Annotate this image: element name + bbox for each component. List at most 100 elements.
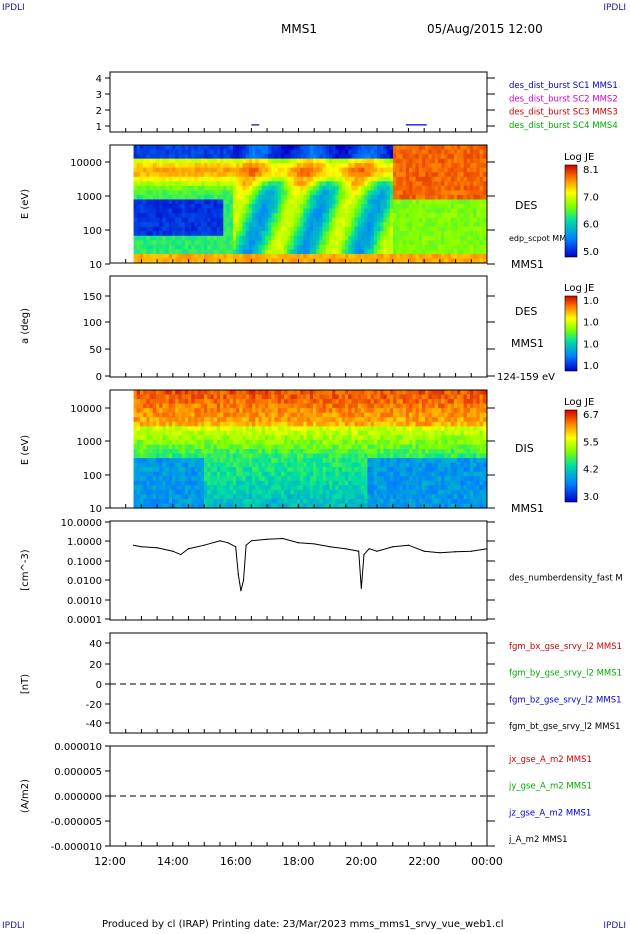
dis-energy-heat-cell bbox=[373, 408, 378, 414]
dis-energy-heat-cell bbox=[188, 480, 192, 486]
des-energy-heat-cell bbox=[373, 226, 378, 232]
des-energy-heat-cell bbox=[300, 163, 304, 169]
dis-energy-heat-cell bbox=[284, 421, 288, 427]
des-energy-heat-cell bbox=[220, 208, 224, 214]
des-energy-heat-cell bbox=[370, 204, 375, 210]
dis-energy-heat-cell bbox=[377, 503, 381, 509]
des-energy-heat-cell bbox=[377, 149, 381, 155]
dis-energy-heat-cell bbox=[274, 439, 279, 446]
dis-energy-heat-cell bbox=[345, 480, 349, 486]
dis-energy-heat-cell bbox=[341, 503, 346, 509]
des-energy-heat-cell bbox=[197, 167, 202, 173]
des-energy-heat-cell bbox=[303, 240, 308, 246]
des-energy-heat-cell bbox=[264, 204, 269, 210]
des-energy-heat-cell bbox=[447, 208, 452, 214]
des-energy-heat-cell bbox=[409, 154, 413, 160]
dis-energy-heat-cell bbox=[354, 430, 359, 436]
des-energy-heat-cell bbox=[277, 185, 282, 191]
des-energy-heat-cell bbox=[248, 185, 253, 191]
des-energy-heat-cell bbox=[476, 163, 481, 169]
des-energy-heat-cell bbox=[213, 249, 218, 255]
des-energy-heat-cell bbox=[351, 158, 356, 164]
des-energy-heat-cell bbox=[364, 181, 369, 187]
dis-energy-heat-cell bbox=[149, 439, 154, 446]
dis-energy-heat-cell bbox=[351, 476, 356, 482]
des-energy-heat-cell bbox=[402, 149, 407, 155]
des-energy-heat-cell bbox=[425, 190, 429, 196]
des-energy-heat-cell bbox=[309, 176, 314, 182]
des-energy-heat-cell bbox=[242, 258, 247, 264]
dis-energy-heat-cell bbox=[264, 444, 269, 450]
des-energy-heat-cell bbox=[428, 204, 433, 210]
dis-energy-heat-cell bbox=[168, 462, 173, 468]
des-energy-heat-cell bbox=[293, 253, 298, 260]
dis-energy-heat-cell bbox=[389, 430, 394, 436]
des-energy-heat-cell bbox=[136, 163, 141, 169]
dis-energy-heat-cell bbox=[139, 480, 144, 486]
dis-energy-heat-cell bbox=[216, 467, 221, 473]
dis-energy-heat-cell bbox=[162, 498, 167, 505]
des-energy-heat-cell bbox=[181, 244, 186, 250]
des-energy-heat-cell bbox=[341, 149, 346, 155]
des-energy-heat-cell bbox=[306, 208, 311, 214]
dis-energy-heat-cell bbox=[309, 412, 314, 418]
des-energy-heat-cell bbox=[274, 226, 279, 232]
dis-energy-heat-cell bbox=[226, 399, 231, 405]
des-energy-heat-cell bbox=[223, 181, 228, 187]
dis-energy-heat-cell bbox=[296, 494, 301, 500]
dis-energy-heat-cell bbox=[389, 399, 394, 405]
des-energy-heat-cell bbox=[457, 235, 461, 241]
dis-energy-heat-cell bbox=[293, 476, 298, 482]
dis-energy-heat-cell bbox=[220, 439, 224, 446]
dis-energy-heat-cell bbox=[271, 449, 276, 455]
dis-energy-heat-cell bbox=[300, 435, 304, 441]
des-energy-heat-cell bbox=[271, 240, 276, 246]
des-energy-heat-cell bbox=[284, 163, 288, 169]
des-energy-heat-cell bbox=[476, 149, 481, 155]
des-energy-heat-cell bbox=[482, 253, 487, 260]
dis-energy-heat-cell bbox=[149, 485, 154, 491]
des-energy-heat-cell bbox=[386, 181, 391, 187]
des-energy-heat-cell bbox=[181, 194, 186, 201]
dis-energy-heat-cell bbox=[133, 476, 138, 482]
des-energy-heat-cell bbox=[146, 235, 151, 241]
des-energy-heat-cell bbox=[351, 154, 356, 160]
des-energy-heat-cell bbox=[405, 222, 410, 228]
des-energy-heat-cell bbox=[245, 213, 250, 219]
dis-energy-heat-cell bbox=[188, 390, 192, 396]
dis-energy-heat-cell bbox=[210, 412, 215, 418]
dis-energy-heat-cell bbox=[341, 458, 346, 464]
des-energy-heat-cell bbox=[361, 240, 365, 246]
dis-energy-heat-cell bbox=[146, 421, 151, 427]
des-energy-heat-cell bbox=[264, 145, 269, 151]
des-energy-heat-cell bbox=[194, 222, 199, 228]
dis-energy-heat-cell bbox=[143, 403, 147, 409]
des-energy-heat-cell bbox=[377, 253, 381, 260]
des-energy-heat-cell bbox=[274, 249, 279, 255]
dis-energy-heat-cell bbox=[335, 412, 340, 418]
des-energy-heat-cell bbox=[380, 145, 385, 151]
des-energy-heat-cell bbox=[444, 181, 449, 187]
dis-energy-heat-cell bbox=[284, 408, 288, 414]
dis-energy-heat-cell bbox=[175, 471, 180, 477]
des-energy-heat-cell bbox=[482, 185, 487, 191]
dis-energy-heat-cell bbox=[261, 449, 266, 455]
des-energy-heat-cell bbox=[178, 181, 183, 187]
dis-energy-heat-cell bbox=[348, 462, 353, 468]
dis-energy-heat-cell bbox=[245, 462, 250, 468]
des-energy-heat-cell bbox=[149, 190, 154, 196]
des-energy-heat-cell bbox=[213, 253, 218, 260]
des-energy-heat-cell bbox=[469, 213, 474, 219]
des-energy-heat-cell bbox=[457, 231, 461, 237]
des-energy-heat-cell bbox=[351, 244, 356, 250]
dis-energy-heat-cell bbox=[332, 430, 337, 436]
dis-energy-heat-cell bbox=[229, 458, 234, 464]
des-energy-heat-cell bbox=[143, 190, 147, 196]
des-energy-heat-cell bbox=[261, 253, 266, 260]
des-energy-heat-cell bbox=[460, 249, 465, 255]
des-energy-heat-cell bbox=[389, 172, 394, 178]
dis-energy-heat-cell bbox=[207, 430, 212, 436]
dis-energy-heat-cell bbox=[223, 476, 228, 482]
dis-energy-heat-cell bbox=[245, 426, 250, 432]
des-energy-heat-cell bbox=[373, 231, 378, 237]
